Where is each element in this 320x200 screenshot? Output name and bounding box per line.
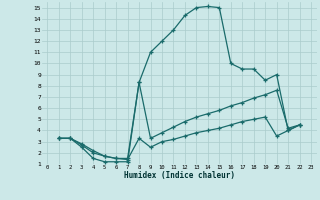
X-axis label: Humidex (Indice chaleur): Humidex (Indice chaleur) xyxy=(124,171,235,180)
